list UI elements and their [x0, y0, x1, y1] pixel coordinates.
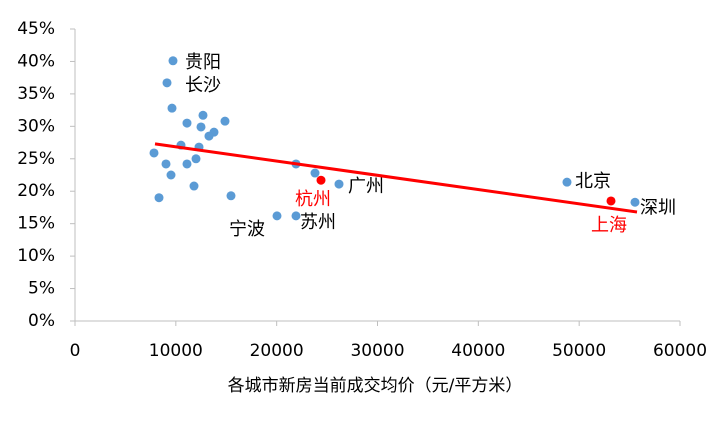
point: [291, 211, 301, 221]
point: [606, 196, 616, 206]
point: [167, 103, 177, 113]
y-tick-label: 20%: [17, 181, 55, 201]
y-tick-label: 45%: [17, 19, 55, 39]
y-tick-label: 10%: [17, 246, 55, 266]
y-tick-label: 30%: [17, 116, 55, 136]
x-tick-label: 20000: [250, 341, 304, 361]
y-tick-label: 0%: [28, 311, 55, 331]
point-label: 杭州: [295, 189, 331, 210]
point-label: 苏州: [300, 212, 336, 233]
point: [198, 110, 208, 120]
x-tick-label: 30000: [350, 341, 404, 361]
point: [310, 168, 320, 178]
point: [182, 118, 192, 128]
point: [154, 193, 164, 203]
x-tick-label: 60000: [653, 341, 707, 361]
y-tick-label: 5%: [28, 279, 55, 299]
x-tick-label: 50000: [552, 341, 606, 361]
point: [204, 131, 214, 141]
point-label: 长沙: [185, 75, 221, 96]
x-tick-label: 40000: [451, 341, 505, 361]
point-label: 上海: [591, 215, 627, 236]
point: [334, 179, 344, 189]
y-tick-label: 40%: [17, 51, 55, 71]
point: [226, 191, 236, 201]
point-label: 宁波: [229, 219, 265, 240]
point: [161, 159, 171, 169]
x-axis-label: 各城市新房当前成交均价（元/平方米）: [228, 376, 523, 396]
point-label: 贵阳: [185, 52, 221, 73]
x-tick-label: 10000: [149, 341, 203, 361]
y-tick-label: 35%: [17, 84, 55, 104]
point: [316, 175, 326, 185]
point: [189, 181, 199, 191]
point: [630, 197, 640, 207]
point: [272, 211, 282, 221]
y-tick-label: 25%: [17, 149, 55, 169]
point: [168, 56, 178, 66]
point: [196, 122, 206, 132]
point: [149, 148, 159, 158]
point: [191, 154, 201, 164]
point-label: 广州: [348, 176, 384, 197]
point: [182, 159, 192, 169]
point: [166, 170, 176, 180]
point: [562, 177, 572, 187]
point-label: 北京: [575, 171, 611, 192]
point: [162, 78, 172, 88]
point-label: 深圳: [640, 197, 676, 218]
point: [220, 116, 230, 126]
x-tick-label: 0: [70, 341, 81, 361]
trendline: [154, 142, 638, 214]
y-tick-label: 15%: [17, 214, 55, 234]
